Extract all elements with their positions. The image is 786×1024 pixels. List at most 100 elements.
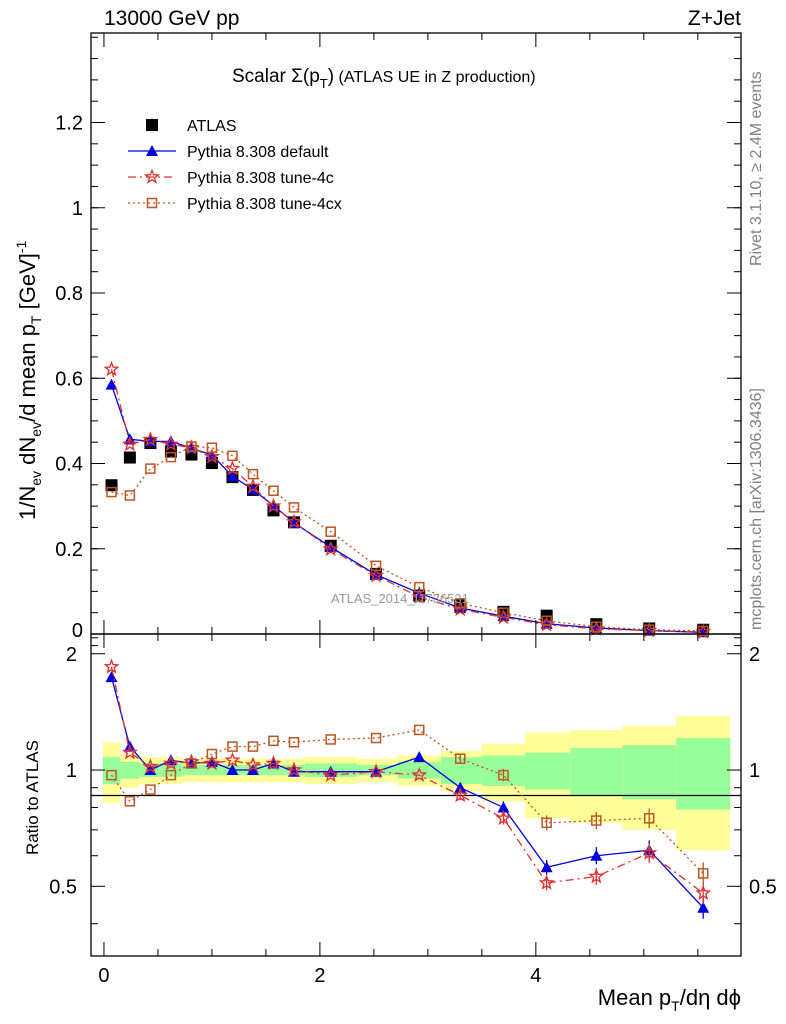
ratio-point-tune4cx <box>697 868 709 879</box>
ratio-point-tune4c <box>285 761 303 777</box>
ratio-point-tune4c <box>588 868 605 884</box>
ratio-point-tune4c <box>368 763 385 779</box>
ratio-point-default <box>413 751 426 763</box>
top-point-tune4c <box>244 478 261 494</box>
ratio-point-tune4c <box>162 755 179 771</box>
ratio-panel: 0 2 4 0.5 0.5 1 1 2 2 <box>49 633 777 987</box>
top-point-tune4c <box>203 448 220 464</box>
ratio-point-tune4cx <box>106 769 117 781</box>
top-point-tune4cx <box>541 615 552 627</box>
ratio-panel-frame <box>90 633 742 957</box>
mcplots-source-label: mcplots.cern.ch [arXiv:1306.3436] <box>748 388 765 630</box>
ratio-point-default <box>540 861 553 873</box>
top-point-tune4cx <box>413 581 425 593</box>
ratio-tick-label-right: 1 <box>749 760 760 782</box>
plot-title-sub: T <box>320 76 328 91</box>
top-point-tune4cx <box>455 598 466 609</box>
top-point-tune4cx <box>591 621 602 633</box>
legend-label-tune4c: Pythia 8.308 tune-4c <box>187 170 334 187</box>
top-point-tune4cx <box>145 463 156 474</box>
ratio-ticks: 0 2 4 0.5 0.5 1 1 2 2 <box>49 634 777 987</box>
ratio-point-tune4c <box>695 884 712 900</box>
band-inner-bin <box>676 738 731 810</box>
ratio-point-tune4cx <box>455 753 466 764</box>
top-point-tune4c <box>322 540 339 557</box>
header-right-label: Z+Jet <box>688 7 741 30</box>
top-point-tune4c <box>121 435 138 452</box>
band-inner-bin <box>120 761 140 779</box>
ratio-point-tune4cx <box>643 813 655 824</box>
top-point-tune4cx <box>288 502 300 513</box>
top-point-tune4c <box>411 588 428 604</box>
ratio-point-tune4c <box>411 766 428 782</box>
ratio-point-tune4cx <box>247 741 259 752</box>
ratio-panel-marks <box>103 658 712 919</box>
top-point-default <box>164 435 177 447</box>
plot-title-close: ) <box>328 66 334 87</box>
top-point-tune4c <box>368 567 385 583</box>
ratio-point-tune4cx <box>288 737 300 748</box>
top-point-tune4cx <box>186 441 197 452</box>
ratio-point-tune4cx <box>124 796 136 807</box>
top-point-tune4c <box>285 513 303 529</box>
legend-marker-data <box>146 119 158 131</box>
top-point-tune4c <box>142 431 159 447</box>
band-inner-bin <box>263 765 285 776</box>
ratio-tick-label-right: 2 <box>749 644 760 666</box>
ratio-point-tune4cx <box>206 748 218 760</box>
legend-label-tune4cx: Pythia 8.308 tune-4cx <box>187 196 342 213</box>
legend-label-data: ATLAS <box>187 118 237 135</box>
y-tick-label: 1 <box>72 198 83 220</box>
top-line-tune4cx <box>111 445 704 632</box>
top-point-tune4c <box>162 435 179 452</box>
ratio-tick-label: 1 <box>66 760 77 782</box>
ratio-point-default <box>497 801 510 813</box>
ratio-point-default <box>697 901 710 913</box>
band-inner-bin <box>181 765 202 776</box>
ratio-point-tune4cx <box>227 741 238 752</box>
ratio-point-tune4c <box>224 751 241 768</box>
ratio-uncertainty-band <box>102 716 731 851</box>
top-point-tune4cx <box>124 490 136 501</box>
y-tick-label: 0.4 <box>55 454 83 476</box>
ratio-point-tune4cx <box>165 769 177 781</box>
x-axis-label: Mean pT/dη dϕ <box>598 985 741 1014</box>
header-left-label: 13000 GeV pp <box>104 7 239 30</box>
top-point-tune4c <box>224 460 241 476</box>
top-point-tune4c <box>265 497 282 513</box>
plot-title-rest: (ATLAS UE in Z production) <box>334 69 536 86</box>
legend-marker-tune4c <box>143 168 161 184</box>
ratio-point-default <box>164 754 177 766</box>
ratio-point-tune4cx <box>186 758 197 769</box>
top-y-axis-label: 1/Nev dNev/d mean pT [GeV]-1 <box>13 240 44 520</box>
ratio-point-tune4c <box>142 758 159 774</box>
band-inner-bin <box>440 757 482 785</box>
ratio-point-tune4cx <box>370 732 382 744</box>
ratio-point-tune4cx <box>541 817 552 829</box>
analysis-watermark: ATLAS_2014_I1736531 <box>331 591 469 606</box>
y-tick-label: 0.6 <box>55 368 83 390</box>
ratio-point-tune4c <box>495 809 512 826</box>
ratio-point-tune4c <box>538 874 555 890</box>
rivet-info-label: Rivet 3.1.10, ≥ 2.4M events <box>748 71 765 266</box>
top-point-tune4cx <box>697 625 709 637</box>
band-inner-bin <box>622 745 677 800</box>
ratio-point-tune4c <box>641 844 658 860</box>
plot-title: Scalar Σ(pT) (ATLAS UE in Z production) <box>232 66 536 91</box>
top-point-tune4cx <box>370 560 382 572</box>
ratio-point-tune4cx <box>145 784 156 795</box>
top-point-tune4cx <box>325 526 336 537</box>
ratio-point-tune4cx <box>325 734 336 745</box>
x-tick-label: 2 <box>314 965 325 987</box>
band-inner-bin <box>525 752 571 790</box>
x-tick-label: 4 <box>530 965 541 987</box>
ratio-line-tune4c <box>110 666 704 894</box>
ratio-point-default <box>590 849 603 861</box>
band-inner-bin <box>201 765 223 776</box>
legend-marker-tune4cx <box>146 197 158 209</box>
ratio-point-tune4c <box>452 786 469 803</box>
top-panel-marks <box>103 360 712 639</box>
top-point-default <box>105 378 118 390</box>
ratio-point-tune4cx <box>268 735 279 747</box>
ratio-point-tune4c <box>265 755 282 771</box>
